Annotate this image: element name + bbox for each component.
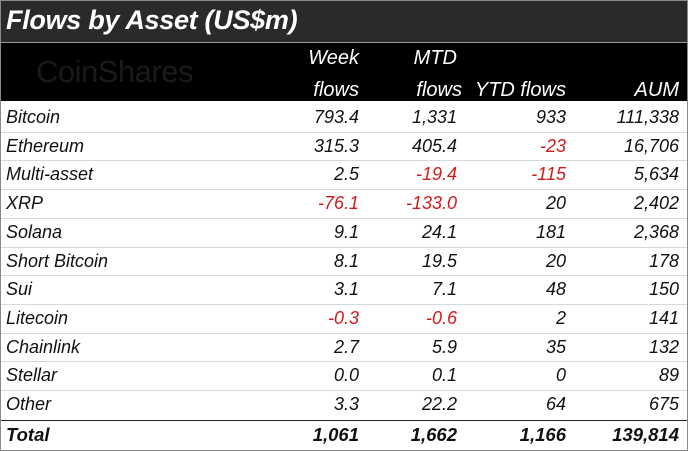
total-mtd: 1,662	[410, 424, 457, 445]
cell-asset: Chainlink	[6, 336, 81, 357]
table-row: Bitcoin 793.4 1,331 933 111,338	[1, 103, 687, 132]
header-mtd-line1: MTD	[413, 47, 457, 69]
header-aum: AUM	[634, 79, 679, 101]
cell-aum: 111,338	[616, 107, 679, 127]
table-row: Multi-asset 2.5 -19.4 -115 5,634	[1, 160, 687, 189]
cell-aum: 2,402	[633, 193, 679, 214]
total-divider	[1, 420, 687, 421]
table-row: Stellar 0.0 0.1 0 89	[1, 361, 687, 390]
cell-week: 2.5	[333, 164, 359, 185]
total-week: 1,061	[312, 424, 359, 445]
table-row: Chainlink 2.7 5.9 35 132	[1, 333, 687, 362]
cell-aum: 150	[648, 279, 679, 300]
cell-week: 9.1	[333, 221, 359, 242]
row-divider	[1, 189, 687, 191]
cell-aum: 178	[648, 250, 679, 271]
cell-aum: 2,368	[633, 221, 679, 242]
row-divider	[1, 131, 687, 133]
cell-ytd: -23	[539, 135, 566, 156]
header-mtd-line2: flows	[416, 79, 462, 101]
cell-ytd: 181	[535, 221, 566, 242]
cell-week: 793.4	[313, 107, 359, 127]
cell-asset: Sui	[6, 279, 33, 300]
table-row: Litecoin -0.3 -0.6 2 141	[1, 304, 687, 333]
cell-asset: XRP	[6, 193, 44, 214]
cell-week: 3.3	[333, 394, 359, 414]
table-row: Ethereum 315.3 405.4 -23 16,706	[1, 132, 687, 161]
table-row: Short Bitcoin 8.1 19.5 20 178	[1, 247, 687, 276]
cell-mtd: 0.1	[431, 365, 457, 386]
cell-mtd: 24.1	[421, 221, 457, 242]
header-week-line1: Week	[308, 47, 359, 69]
cell-aum: 89	[658, 365, 679, 386]
table-row: XRP -76.1 -133.0 20 2,402	[1, 189, 687, 218]
header-ytd: YTD flows	[474, 79, 566, 101]
table-row: Other 3.3 22.2 64 675	[1, 390, 687, 419]
table-row: Solana 9.1 24.1 181 2,368	[1, 218, 687, 247]
cell-week: 8.1	[333, 250, 359, 271]
header-week-line2: flows	[313, 79, 359, 101]
row-divider	[1, 332, 687, 334]
cell-ytd: 64	[545, 394, 566, 414]
row-divider	[1, 303, 687, 305]
cell-week: -76.1	[317, 193, 359, 214]
cell-ytd: 35	[545, 336, 566, 357]
cell-mtd: 19.5	[421, 250, 457, 271]
cell-mtd: 1,331	[411, 107, 457, 127]
cell-aum: 5,634	[633, 164, 679, 185]
cell-ytd: 933	[535, 107, 566, 127]
cell-week: 3.1	[333, 279, 359, 300]
cell-asset: Litecoin	[6, 307, 69, 328]
cell-asset: Bitcoin	[6, 107, 61, 127]
total-ytd: 1,166	[519, 424, 566, 445]
cell-ytd: 20	[545, 250, 566, 271]
cell-asset: Short Bitcoin	[6, 250, 109, 271]
row-divider	[1, 361, 687, 363]
cell-asset: Ethereum	[6, 135, 85, 156]
total-label: Total	[6, 424, 50, 445]
row-divider	[1, 217, 687, 219]
table-title: Flows by Asset (US$m)	[6, 5, 298, 35]
cell-mtd: 405.4	[411, 135, 457, 156]
cell-aum: 132	[648, 336, 679, 357]
cell-asset: Other	[6, 394, 52, 414]
cell-ytd: 20	[545, 193, 566, 214]
cell-week: 2.7	[333, 336, 359, 357]
cell-mtd: 22.2	[421, 394, 457, 414]
header-band	[1, 43, 687, 101]
table-row: Sui 3.1 7.1 48 150	[1, 275, 687, 304]
cell-week: 315.3	[313, 135, 359, 156]
cell-asset: Multi-asset	[6, 164, 94, 185]
cell-ytd: -115	[531, 164, 566, 185]
title-bar: Flows by Asset (US$m)	[1, 1, 687, 43]
cell-ytd: 0	[555, 365, 566, 386]
cell-ytd: 48	[545, 279, 566, 300]
cell-mtd: -133.0	[405, 193, 457, 214]
cell-aum: 141	[648, 307, 679, 328]
cell-mtd: -0.6	[425, 307, 457, 328]
row-divider	[1, 275, 687, 277]
row-divider	[1, 160, 687, 162]
cell-week: 0.0	[333, 365, 359, 386]
cell-asset: Stellar	[6, 365, 58, 386]
row-divider	[1, 246, 687, 248]
cell-mtd: 7.1	[431, 279, 457, 300]
cell-aum: 675	[648, 394, 679, 414]
cell-mtd: -19.4	[415, 164, 457, 185]
total-aum: 139,814	[612, 424, 679, 445]
cell-asset: Solana	[6, 221, 63, 242]
coinshares-logo: CoinShares	[36, 54, 193, 89]
total-row: Total 1,061 1,662 1,166 139,814	[1, 421, 687, 450]
cell-week: -0.3	[327, 307, 359, 328]
cell-ytd: 2	[555, 307, 566, 328]
cell-mtd: 5.9	[431, 336, 457, 357]
row-divider	[1, 390, 687, 391]
cell-aum: 16,706	[623, 135, 679, 156]
